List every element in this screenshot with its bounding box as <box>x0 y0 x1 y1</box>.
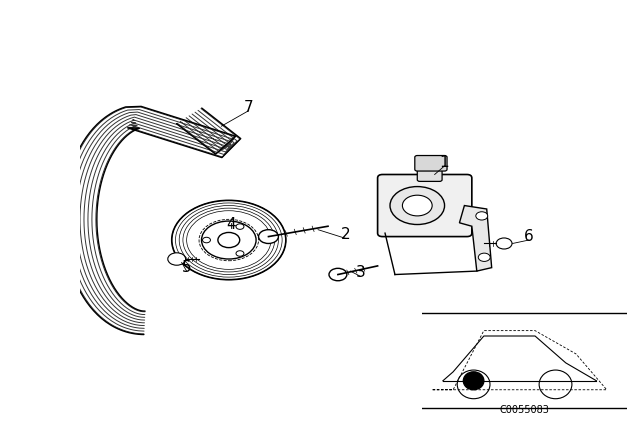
Circle shape <box>329 268 347 281</box>
Circle shape <box>403 195 432 216</box>
Circle shape <box>202 237 211 243</box>
FancyBboxPatch shape <box>415 155 447 171</box>
Text: 6: 6 <box>524 229 534 244</box>
Text: 7: 7 <box>244 100 253 115</box>
Polygon shape <box>460 206 492 271</box>
Text: 1: 1 <box>440 155 449 170</box>
FancyBboxPatch shape <box>417 164 442 181</box>
Circle shape <box>236 224 244 229</box>
Circle shape <box>496 238 512 249</box>
Circle shape <box>218 233 240 248</box>
Circle shape <box>236 251 244 256</box>
Text: 2: 2 <box>340 228 350 242</box>
Circle shape <box>476 212 488 220</box>
Text: C0055083: C0055083 <box>500 405 550 415</box>
FancyBboxPatch shape <box>378 174 472 237</box>
Circle shape <box>478 253 490 262</box>
Text: 4: 4 <box>227 217 236 232</box>
Text: 5: 5 <box>182 260 191 275</box>
Circle shape <box>259 230 278 244</box>
Circle shape <box>390 186 445 224</box>
Text: 3: 3 <box>355 265 365 280</box>
Circle shape <box>168 253 186 265</box>
Circle shape <box>463 372 484 390</box>
